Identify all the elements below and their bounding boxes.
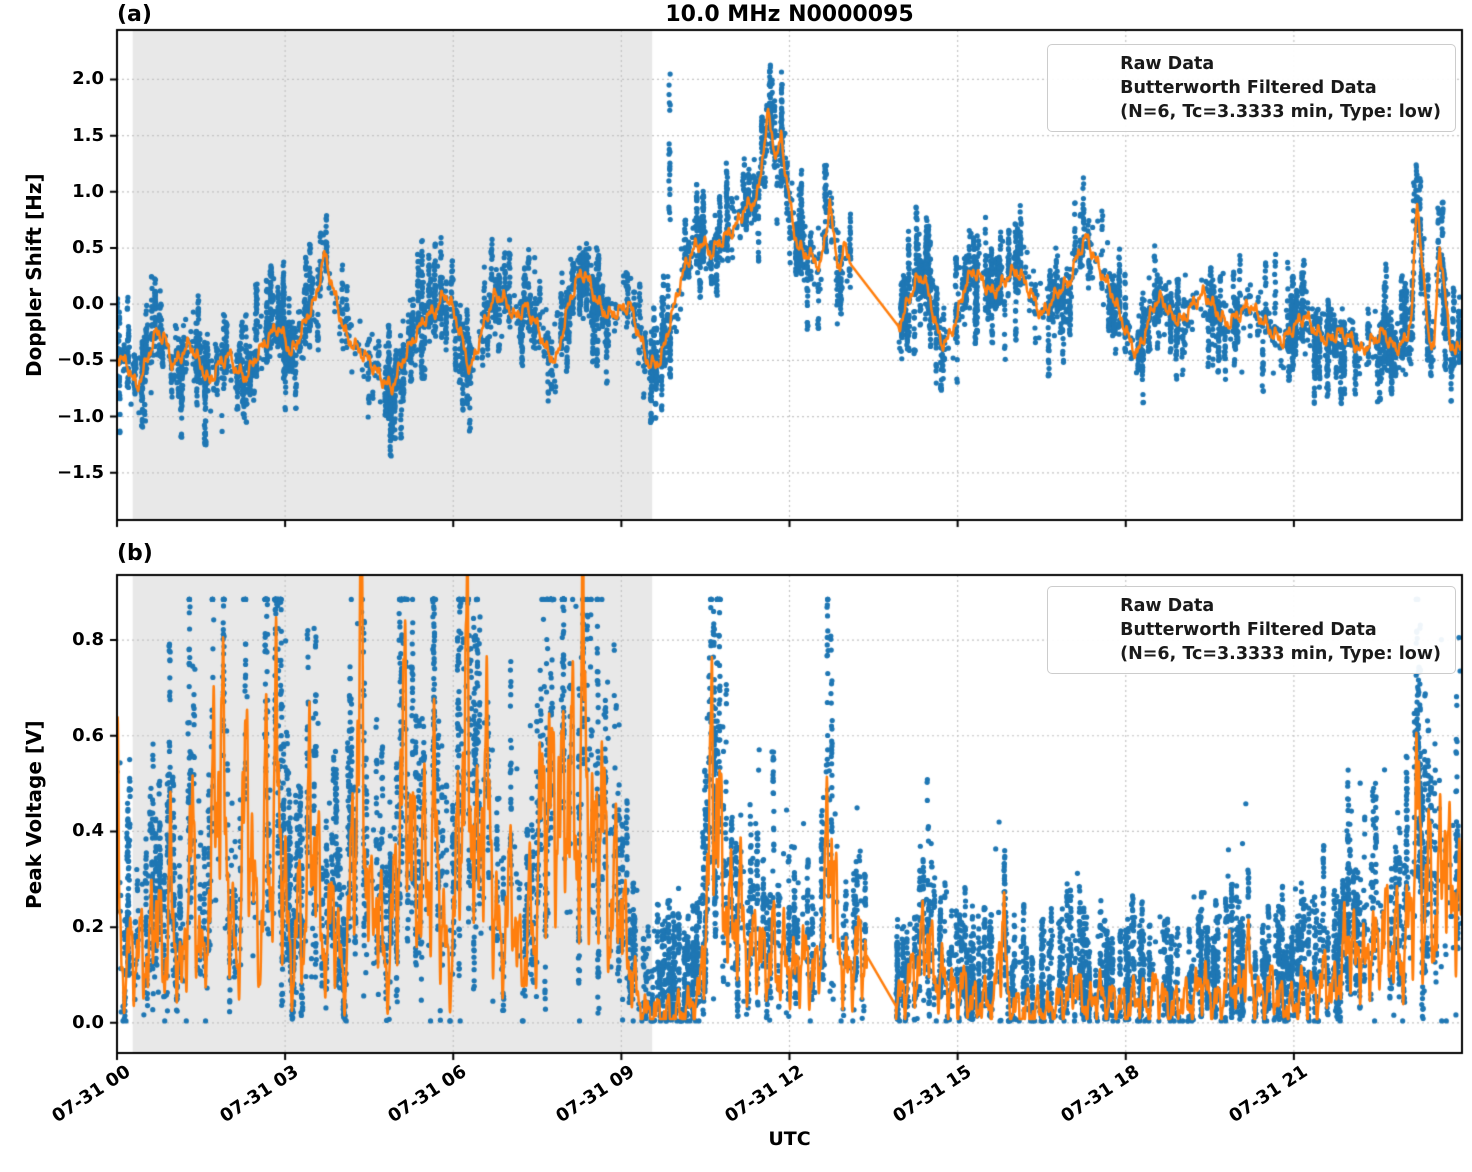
legend-swatch bbox=[1056, 98, 1120, 102]
legend-swatch bbox=[1056, 60, 1120, 68]
x-axis-label: UTC bbox=[768, 1128, 811, 1150]
y-axis-label-voltage: Peak Voltage [V] bbox=[22, 719, 46, 909]
panel-b-label: (b) bbox=[117, 541, 153, 566]
x-tick-label: 07-31 03 bbox=[216, 1061, 303, 1128]
x-tick-label: 07-31 12 bbox=[720, 1061, 807, 1128]
x-tick-label: 07-31 18 bbox=[1057, 1061, 1144, 1128]
x-tick-label: 07-31 09 bbox=[552, 1061, 639, 1128]
y-tick-label: 0.5 bbox=[72, 237, 104, 259]
legend-filtered-label: Butterworth Filtered Data (N=6, Tc=3.333… bbox=[1120, 76, 1441, 124]
y-tick-label: 0.2 bbox=[72, 916, 104, 938]
x-tick-label: 07-31 00 bbox=[48, 1061, 135, 1128]
y-tick-label: 0.0 bbox=[72, 293, 104, 315]
y-tick-label: 0.8 bbox=[72, 629, 104, 651]
y-tick-label: −1.0 bbox=[57, 405, 104, 427]
y-tick-label: 0.4 bbox=[72, 820, 104, 842]
legend-filtered-line1: Butterworth Filtered Data bbox=[1120, 620, 1377, 640]
filtered-line-icon bbox=[1065, 98, 1111, 102]
x-tick-label: 07-31 15 bbox=[888, 1061, 975, 1128]
y-tick-label: −1.5 bbox=[57, 461, 104, 483]
raw-data-marker-icon bbox=[1084, 602, 1092, 610]
legend-panel-a: Raw Data Butterworth Filtered Data (N=6,… bbox=[1047, 44, 1456, 132]
y-axis-label-doppler: Doppler Shift [Hz] bbox=[22, 173, 46, 377]
raw-data-marker-icon bbox=[1084, 60, 1092, 68]
filtered-line-icon bbox=[1065, 640, 1111, 644]
legend-swatch bbox=[1056, 640, 1120, 644]
legend-filtered-line2: (N=6, Tc=3.3333 min, Type: low) bbox=[1120, 102, 1441, 122]
y-tick-label: 1.0 bbox=[72, 180, 104, 202]
y-tick-label: 0.6 bbox=[72, 724, 104, 746]
y-tick-label: 1.5 bbox=[72, 124, 104, 146]
legend-filtered-line1: Butterworth Filtered Data bbox=[1120, 78, 1377, 98]
y-tick-label: 0.0 bbox=[72, 1011, 104, 1033]
x-tick-label: 07-31 21 bbox=[1225, 1061, 1312, 1128]
legend-swatch bbox=[1056, 602, 1120, 610]
legend-raw-label: Raw Data bbox=[1120, 54, 1215, 74]
legend-filtered-line2: (N=6, Tc=3.3333 min, Type: low) bbox=[1120, 644, 1441, 664]
y-tick-label: 2.0 bbox=[72, 68, 104, 90]
legend-filtered-label: Butterworth Filtered Data (N=6, Tc=3.333… bbox=[1120, 618, 1441, 666]
x-tick-label: 07-31 06 bbox=[384, 1061, 471, 1128]
legend-raw-label: Raw Data bbox=[1120, 596, 1215, 616]
legend-panel-b: Raw Data Butterworth Filtered Data (N=6,… bbox=[1047, 586, 1456, 674]
y-tick-label: −0.5 bbox=[57, 349, 104, 371]
